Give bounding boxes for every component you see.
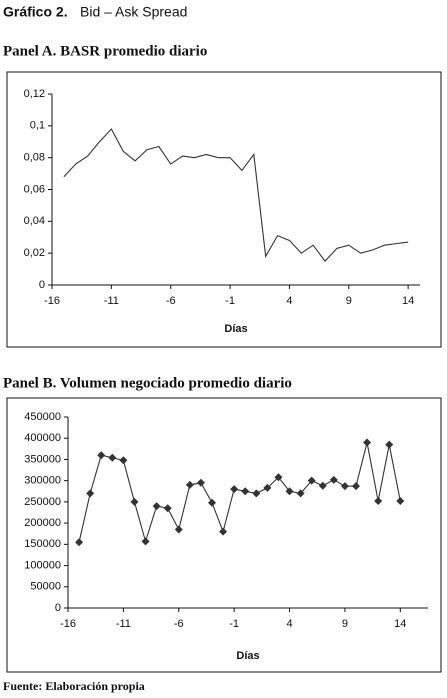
x-tick-label: -1: [225, 295, 235, 307]
data-point: [86, 489, 95, 498]
data-point: [219, 527, 228, 536]
source-note: Fuente: Elaboración propia: [3, 679, 145, 693]
y-tick-label: 150000: [24, 538, 61, 550]
y-tick-label: 0,12: [24, 88, 45, 100]
data-point: [208, 498, 216, 507]
data-point: [329, 475, 338, 484]
data-line: [78, 442, 401, 544]
data-point: [108, 453, 117, 462]
data-point: [119, 456, 128, 465]
data-point: [396, 497, 405, 506]
x-tick-label: 9: [346, 295, 352, 307]
data-point: [130, 497, 139, 506]
y-tick-label: 450000: [24, 411, 61, 423]
x-tick-label: -11: [116, 618, 131, 630]
y-tick-label: 350000: [24, 453, 61, 465]
y-tick-label: 400000: [24, 432, 61, 444]
x-tick-label: -11: [104, 295, 119, 307]
y-tick-label: 200000: [24, 517, 61, 529]
y-tick-label: 0,02: [24, 247, 45, 259]
data-point: [285, 487, 294, 496]
data-point: [296, 489, 305, 498]
x-tick-label: -6: [166, 295, 176, 307]
data-point: [340, 482, 349, 491]
x-tick-label: -6: [174, 618, 184, 630]
y-tick-label: 0,04: [24, 215, 45, 227]
x-tick-label: 14: [402, 295, 414, 307]
y-tick-label: 0: [55, 602, 61, 614]
panel-title: Panel B. Volumen negociado promedio diar…: [3, 375, 292, 391]
x-axis-label: Días: [236, 650, 259, 662]
data-point: [97, 451, 106, 460]
y-tick-label: 0,08: [24, 152, 45, 164]
x-tick-label: -16: [44, 295, 60, 307]
data-point: [274, 473, 283, 482]
data-point: [75, 538, 84, 547]
data-point: [185, 480, 194, 489]
data-point: [352, 482, 360, 491]
data-point: [374, 497, 383, 506]
panel-frame: [6, 397, 442, 673]
x-tick-label: 9: [342, 618, 348, 630]
x-tick-label: 14: [394, 618, 406, 630]
y-tick-label: 250000: [24, 496, 61, 508]
data-point: [152, 502, 161, 511]
data-point: [241, 487, 250, 496]
data-point: [252, 489, 261, 498]
y-tick-label: 300000: [24, 475, 61, 487]
panel-frame: [6, 71, 442, 348]
data-point: [163, 504, 172, 513]
data-point: [307, 476, 316, 485]
data-line: [63, 128, 409, 262]
figure-label: Gráfico 2.: [3, 4, 68, 20]
figure-title: Bid – Ask Spread: [80, 4, 187, 20]
y-tick-label: 0,1: [30, 120, 45, 132]
data-point: [385, 440, 394, 449]
panel-title: Panel A. BASR promedio diario: [3, 43, 207, 59]
y-tick-label: 50000: [30, 581, 61, 593]
data-point: [263, 483, 272, 492]
data-point: [318, 481, 327, 490]
data-point: [141, 537, 150, 546]
data-point: [196, 478, 205, 487]
data-point: [174, 525, 183, 534]
x-tick-label: -1: [229, 618, 239, 630]
y-tick-label: 100000: [24, 559, 61, 571]
y-tick-label: 0,06: [24, 183, 45, 195]
x-tick-label: -16: [60, 618, 76, 630]
x-axis-label: Días: [224, 323, 247, 335]
x-tick-label: 4: [286, 295, 292, 307]
x-tick-label: 4: [286, 618, 292, 630]
data-point: [230, 485, 239, 494]
data-point: [363, 438, 372, 447]
y-tick-label: 0: [39, 279, 45, 291]
